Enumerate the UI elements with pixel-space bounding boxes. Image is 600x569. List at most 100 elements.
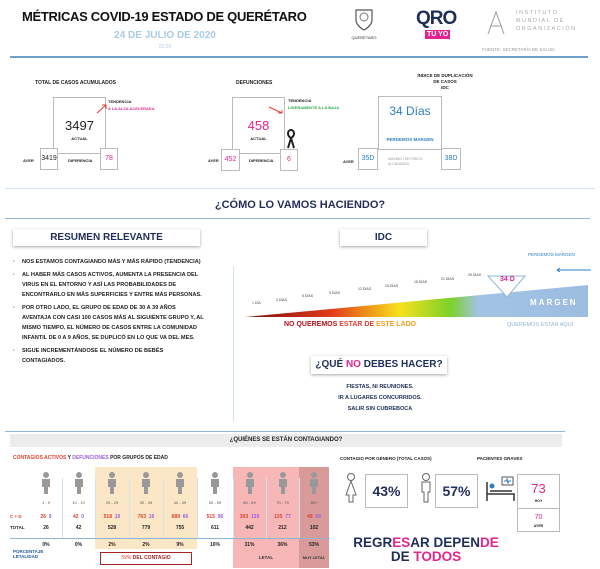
- deaths-ayer: 452: [221, 149, 240, 171]
- idc-label-line: IDC: [441, 85, 449, 90]
- deaths-count: 66: [182, 514, 189, 520]
- table-rule: [10, 538, 330, 539]
- age-label: 50 - 59: [208, 500, 222, 505]
- severe-today: 73: [531, 481, 546, 496]
- slogan-line: REGRESAR DEPENDE: [340, 536, 512, 550]
- dont-title-part: DEBES HACER?: [360, 359, 443, 370]
- idc-tick-label: 18 DÍAS: [414, 280, 428, 284]
- age-label: 10 - 19: [72, 500, 85, 505]
- male-pct: 57%: [435, 474, 478, 508]
- deaths-ayer-label: AYER: [208, 158, 219, 163]
- institute-line: INSTITUTO: [516, 10, 559, 16]
- deaths-count: 139: [250, 514, 260, 520]
- idc-tick-label: 9 DÍAS: [329, 290, 341, 295]
- section-title: ¿CÓMO LO VAMOS HACIENDO?: [214, 199, 386, 211]
- severe-yesterday: 70: [534, 514, 543, 521]
- summary-bullet-text: NOS ESTAMOS CONTAGIANDO MÁS Y MÁS RÁPIDO…: [22, 259, 201, 265]
- deaths-diff-label: DIFERENCIA: [249, 158, 274, 163]
- idc-label-line: ÍNDICE DE DUPLICACIÓN: [417, 73, 473, 78]
- summary-list: · NOS ESTAMOS CONTAGIANDO MÁS Y MÁS RÁPID…: [13, 257, 205, 366]
- left-arrow-icon: [555, 259, 593, 273]
- column-divider: [233, 478, 234, 538]
- idc-max: 38D: [441, 148, 461, 170]
- summary-bullet: · POR OTRO LADO, EL GRUPO DE EDAD DE 30 A…: [13, 305, 204, 341]
- severe-box: [517, 474, 560, 532]
- total-value: 26: [43, 525, 49, 531]
- active-cases: 518: [103, 514, 112, 520]
- institute-line: ORGANIZACIÓN: [516, 26, 577, 32]
- idc-max-label: MÁXIMO HISTÓRICO ALCANZADO: [388, 157, 423, 167]
- cases-label: TOTAL DE CASOS ACUMULADOS: [35, 80, 116, 86]
- age-label: 70 - 79: [276, 500, 289, 505]
- lethality-pct: 36%: [277, 542, 288, 548]
- active-cases: 42: [72, 514, 79, 520]
- dont-item: FIESTAS, NI REUNIONES.: [346, 384, 414, 390]
- who-title: ¿QUIÉNES SE ESTÁN CONTAGIANDO?: [10, 434, 562, 447]
- active-cases: 689: [171, 514, 180, 520]
- lethality-pct: 0%: [74, 542, 83, 548]
- deaths-trend-label: TENDENCIA: [288, 98, 312, 103]
- person-icon: [240, 471, 260, 495]
- lethality-pct: 0%: [42, 542, 50, 548]
- deaths-count: 10: [114, 514, 121, 520]
- divider: [5, 218, 590, 219]
- idc-tick-label: 12 DÍAS: [358, 287, 372, 291]
- column-divider: [163, 478, 164, 538]
- subtitle-part: POR GRUPOS DE EDAD: [108, 455, 168, 461]
- cases-actual-label: ACTUAL: [71, 136, 88, 141]
- cd-values: 689 66: [163, 514, 197, 520]
- lethality-pct: 31%: [244, 542, 255, 548]
- deaths-diff: 6: [280, 149, 298, 171]
- lethality-pct: 53%: [308, 542, 319, 548]
- idc-tick-label: 1 DÍA: [252, 301, 261, 305]
- cases-ayer: 3419: [40, 148, 58, 170]
- age-label: 60 - 69: [243, 500, 256, 505]
- idc-tick-label: 21 DÍAS: [441, 276, 455, 281]
- person-icon: [69, 471, 89, 495]
- slogan-part: AR DEPEN: [410, 535, 481, 550]
- total-value: 528: [107, 525, 117, 531]
- female-pct: 43%: [365, 474, 408, 508]
- mourning-ribbon-icon: [287, 129, 295, 149]
- lose-margin-label: PERDEMOS MARGEN: [528, 252, 575, 257]
- deaths-label: DEFUNCIONES: [236, 80, 273, 86]
- lethality-pct: 2%: [142, 542, 150, 548]
- muy-letal-label: MUY LETAL: [302, 555, 326, 560]
- column-divider: [95, 478, 96, 538]
- total-value: 212: [278, 525, 287, 531]
- idc-ayer-label: AYER: [343, 159, 354, 164]
- active-cases: 135: [274, 514, 283, 520]
- slogan-line: DE TODOS: [340, 550, 512, 564]
- divider: [5, 188, 595, 189]
- summary-bullet-text: SIGUE INCREMENTÁNDOSE EL NÚMERO DE BEBÉS…: [22, 348, 164, 364]
- cd-values: 303 139: [233, 514, 266, 520]
- active-cases: 26: [40, 514, 46, 520]
- vertical-divider: [233, 266, 234, 421]
- idc-label: ÍNDICE DE DUPLICACIÓN DE CASOS IDC: [390, 73, 500, 91]
- idc-tick-label: 15 DÍAS: [385, 283, 399, 288]
- cases-trend-label: TENDENCIA: [108, 99, 132, 104]
- cases-diff-label: DIFERENCIA: [68, 158, 93, 163]
- deaths-count: 54: [315, 514, 321, 520]
- hospital-bed-icon: [486, 476, 516, 507]
- contagio-label: DEL CONTAGIO: [132, 555, 171, 561]
- severe-divider: [517, 508, 560, 509]
- person-icon: [102, 471, 122, 495]
- source-label: FUENTE: SECRETARÍA DE SALUD.: [482, 47, 556, 52]
- age-group-column: 60 - 69 303 139 442 31%: [233, 468, 266, 553]
- age-group-column: 30 - 39 763 16 779 2%: [129, 468, 163, 553]
- dont-item: IR A LUGARES CONCURRIDOS.: [338, 395, 422, 401]
- idc-scale-title: IDC: [340, 229, 427, 246]
- cd-values: 26 0: [30, 514, 62, 520]
- slogan-part: DE: [390, 549, 414, 564]
- total-value: 611: [210, 525, 220, 531]
- person-icon: [136, 471, 156, 495]
- page-title: MÉTRICAS COVID-19 ESTADO DE QUERÉTARO: [22, 9, 307, 24]
- dont-item: SALIR SIN CUBREBOCA: [347, 406, 413, 412]
- column-divider: [299, 478, 300, 538]
- deaths-actual-box: [232, 97, 285, 154]
- header-divider: [10, 56, 588, 58]
- bad-side-part: NO QUEREMOS: [284, 321, 340, 328]
- institute-name: INSTITUTO MUNDIAL DE ORGANIZACIÓN: [516, 9, 576, 33]
- idc-ayer: 35D: [358, 148, 378, 170]
